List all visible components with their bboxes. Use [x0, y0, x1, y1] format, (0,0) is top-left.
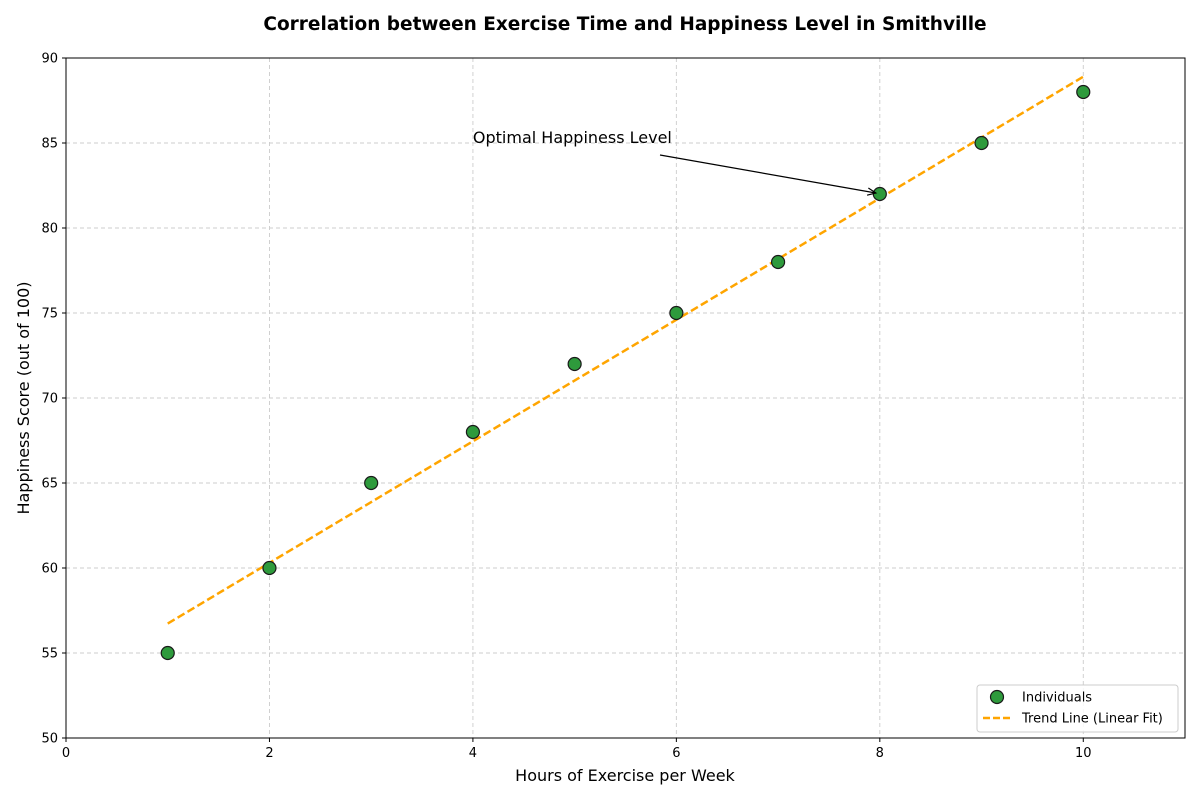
annotation: Optimal Happiness Level — [473, 128, 878, 196]
legend-label-trend-line: Trend Line (Linear Fit) — [1021, 712, 1163, 727]
annotation-arrowhead — [866, 187, 878, 196]
y-axis-label: Happiness Score (out of 100) — [14, 281, 33, 514]
y-axis-ticks: 50 55 60 65 70 75 80 85 90 — [41, 52, 66, 747]
trend-line-layer — [167, 75, 1084, 625]
data-point — [262, 560, 277, 576]
data-point — [669, 305, 684, 321]
data-point — [770, 254, 786, 270]
x-tick-label: 8 — [876, 746, 884, 761]
x-axis-ticks: 0 2 4 6 8 10 — [62, 738, 1092, 761]
x-axis-label: Hours of Exercise per Week — [515, 766, 735, 785]
annotation-text: Optimal Happiness Level — [473, 128, 672, 147]
trend-line — [167, 75, 1084, 625]
y-tick-label: 50 — [41, 732, 58, 747]
data-point — [974, 135, 989, 151]
y-tick-label: 55 — [41, 647, 58, 662]
legend: Individuals Trend Line (Linear Fit) — [976, 684, 1179, 733]
chart-title: Correlation between Exercise Time and Ha… — [263, 14, 986, 35]
plot-background — [66, 58, 1185, 738]
y-tick-label: 75 — [41, 307, 58, 322]
x-tick-label: 2 — [265, 746, 273, 761]
y-tick-label: 90 — [41, 52, 58, 67]
legend-box — [976, 684, 1179, 733]
y-tick-label: 70 — [41, 392, 58, 407]
data-point — [872, 186, 887, 202]
x-tick-label: 0 — [62, 746, 70, 761]
points-layer — [160, 84, 1091, 661]
data-point — [567, 356, 582, 372]
y-tick-label: 65 — [41, 477, 58, 492]
y-tick-label: 85 — [41, 137, 58, 152]
y-tick-label: 80 — [41, 222, 58, 237]
data-point — [364, 475, 379, 491]
x-tick-label: 10 — [1075, 746, 1092, 761]
x-tick-label: 4 — [469, 746, 477, 761]
legend-marker-individuals — [989, 689, 1005, 705]
data-point — [1076, 84, 1091, 100]
data-point — [465, 424, 481, 440]
annotation-arrow — [659, 154, 876, 194]
legend-label-individuals: Individuals — [1022, 691, 1092, 706]
y-tick-label: 60 — [41, 562, 58, 577]
data-point — [160, 645, 175, 661]
x-tick-label: 6 — [672, 746, 680, 761]
